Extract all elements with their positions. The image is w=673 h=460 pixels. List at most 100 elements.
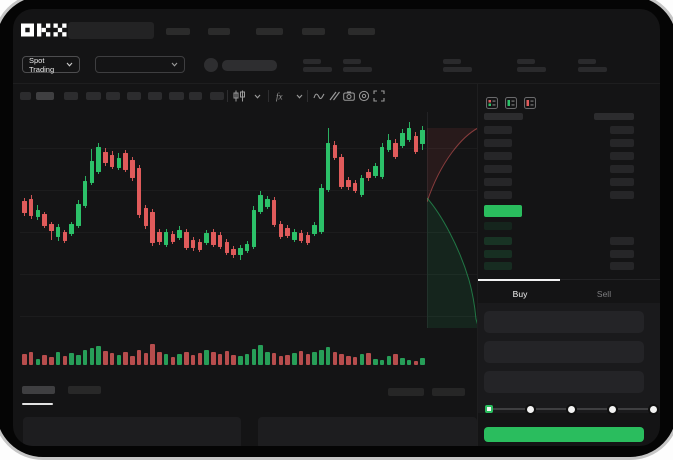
candle-body	[305, 235, 310, 243]
ticker-stat-label	[517, 59, 535, 64]
volume-bar	[406, 360, 412, 365]
volume-bar	[413, 361, 418, 365]
volume-bar	[130, 356, 135, 365]
ask-row-price	[484, 152, 512, 160]
volume-bar	[319, 350, 324, 365]
candle-body	[163, 232, 169, 245]
timeframe-placeholder[interactable]	[106, 92, 120, 100]
ask-row-amount	[610, 126, 634, 134]
volume-bar	[136, 350, 142, 365]
draw-icon[interactable]	[328, 91, 340, 101]
candle-body	[170, 234, 175, 242]
candle-body	[373, 166, 378, 176]
camera-icon[interactable]	[343, 91, 355, 101]
candle-body	[379, 147, 385, 177]
timeframe-placeholder[interactable]	[127, 92, 141, 100]
slider-step-dot[interactable]	[649, 405, 657, 413]
nav-item-placeholder[interactable]	[302, 28, 325, 35]
candle-body	[28, 199, 34, 216]
indicators-icon[interactable]: fx	[275, 90, 291, 102]
order-input-placeholder[interactable]	[484, 371, 644, 393]
ask-row-amount	[610, 152, 634, 160]
okx-logo[interactable]	[21, 22, 67, 38]
timeframe-placeholder[interactable]	[148, 92, 162, 100]
slider-step-dot[interactable]	[567, 405, 575, 413]
candle-style-icon[interactable]	[233, 90, 246, 102]
pair-select[interactable]	[95, 56, 185, 73]
depth-ask-line	[427, 127, 478, 203]
volume-bar	[22, 354, 27, 365]
nav-item-placeholder[interactable]	[166, 28, 190, 35]
pair-avatar[interactable]	[204, 58, 218, 72]
candle-body	[136, 168, 142, 215]
order-input-placeholder[interactable]	[484, 311, 644, 333]
slider-step-dot[interactable]	[526, 405, 534, 413]
candle-body	[285, 228, 290, 236]
volume-bar	[62, 356, 67, 365]
book-split-icon[interactable]	[486, 97, 498, 109]
candle-body	[177, 230, 182, 238]
candle-body	[258, 195, 263, 212]
volume-bar	[217, 354, 223, 365]
depth-bid-area	[427, 198, 478, 328]
ask-row-price	[484, 139, 512, 147]
last-price-bar[interactable]	[484, 205, 522, 217]
book-bids-icon[interactable]	[505, 97, 517, 109]
candle-body	[49, 224, 54, 231]
volume-bar	[420, 358, 425, 365]
volume-bar	[292, 353, 297, 365]
candle-body	[157, 232, 162, 242]
chevron-down-icon[interactable]	[254, 94, 261, 99]
timeframe-placeholder[interactable]	[36, 92, 54, 100]
tab-buy[interactable]: Buy	[512, 289, 528, 299]
bottom-action-placeholder[interactable]	[388, 388, 424, 396]
buy-submit-button[interactable]	[484, 427, 644, 442]
nav-item-placeholder[interactable]	[348, 28, 375, 35]
slider-step-dot[interactable]	[608, 405, 616, 413]
volume-bar	[352, 357, 358, 365]
timeframe-placeholder[interactable]	[169, 92, 184, 100]
candle-body	[319, 188, 324, 232]
volume-bar	[244, 354, 250, 365]
slider-handle[interactable]	[485, 405, 493, 413]
active-tab-underline	[22, 403, 53, 405]
candle-body	[352, 183, 358, 191]
timeframe-placeholder[interactable]	[189, 92, 202, 100]
settings-icon[interactable]	[358, 90, 370, 102]
order-input-placeholder[interactable]	[484, 341, 644, 363]
chevron-down-icon[interactable]	[296, 94, 303, 99]
gridline	[20, 148, 478, 149]
tab-sell[interactable]: Sell	[596, 289, 612, 299]
timeframe-placeholder[interactable]	[64, 92, 78, 100]
bottom-tab-placeholder[interactable]	[68, 386, 101, 394]
bottom-action-placeholder[interactable]	[432, 388, 465, 396]
ask-row-price	[484, 191, 512, 199]
timeframe-placeholder[interactable]	[20, 92, 31, 100]
timeframe-placeholder[interactable]	[210, 92, 224, 100]
bottom-tab-placeholder[interactable]	[22, 386, 55, 394]
volume-bar	[82, 350, 88, 365]
candle-body	[123, 153, 128, 170]
book-asks-icon[interactable]	[524, 97, 536, 109]
nav-item-placeholder[interactable]	[256, 28, 283, 35]
market-type-select[interactable]: Spot Trading	[22, 56, 80, 74]
gridline	[20, 232, 478, 233]
ticker-stat-label	[343, 59, 361, 64]
volume-bar	[400, 358, 405, 365]
bid-row-price	[484, 262, 512, 270]
volume-bar	[116, 355, 121, 365]
volume-bar	[49, 357, 54, 365]
fullscreen-icon[interactable]	[373, 90, 385, 102]
volume-bar	[258, 345, 263, 365]
buy-tab-indicator	[478, 279, 560, 281]
bid-row-price	[484, 250, 512, 258]
account-label-placeholder[interactable]	[222, 60, 277, 71]
nav-item-placeholder[interactable]	[208, 28, 230, 35]
timeframe-placeholder[interactable]	[86, 92, 101, 100]
candle-body	[366, 172, 371, 178]
candle-body	[143, 208, 148, 226]
volume-bar	[278, 356, 283, 365]
search-bar[interactable]	[68, 22, 154, 39]
wave-icon[interactable]	[313, 91, 325, 101]
bid-row-price	[484, 222, 512, 230]
